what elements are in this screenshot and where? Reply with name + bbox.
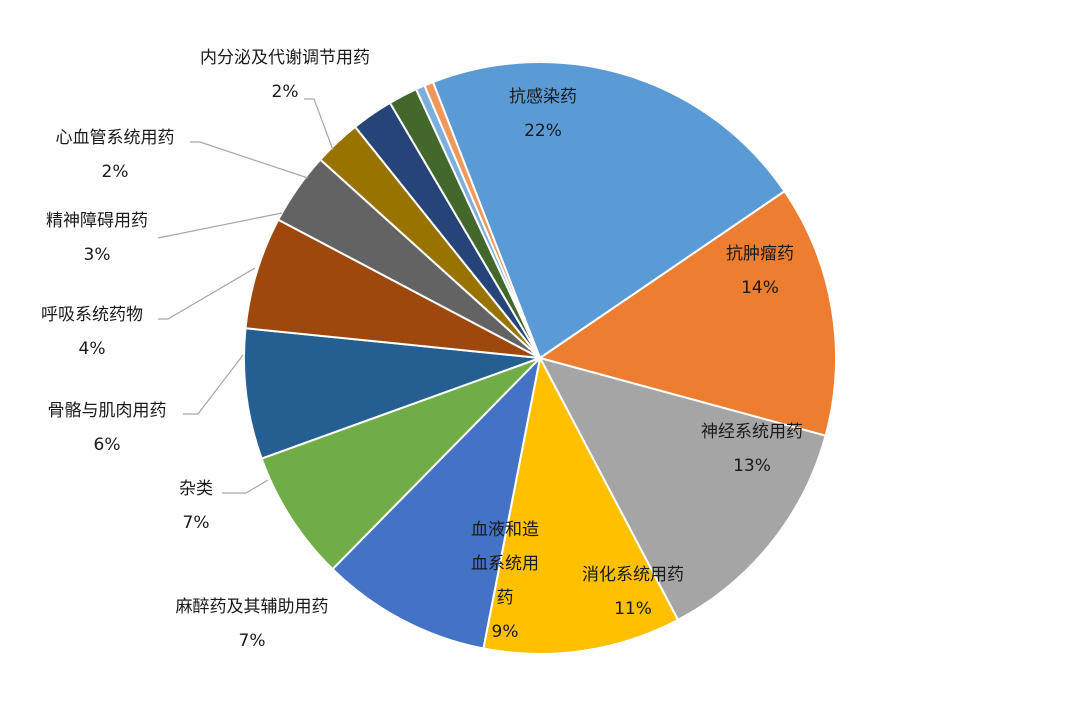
leader-line-7 bbox=[183, 354, 244, 415]
slice-percent-3: 11% bbox=[614, 599, 652, 619]
slice-percent-1: 14% bbox=[741, 278, 779, 298]
pie-slice-1 bbox=[537, 189, 837, 437]
slice-percent-2: 13% bbox=[733, 456, 771, 476]
slice-percent-10: 2% bbox=[102, 162, 129, 182]
slice-label-0: 抗感染药 bbox=[509, 87, 577, 107]
slice-label-10: 心血管系统用药 bbox=[56, 128, 175, 148]
slice-percent-7: 6% bbox=[94, 435, 121, 455]
slice-label-1: 抗肿瘤药 bbox=[726, 244, 794, 264]
slice-label-5: 麻醉药及其辅助用药 bbox=[176, 597, 329, 617]
pie-slice-0 bbox=[431, 61, 786, 360]
leader-line-6 bbox=[222, 479, 269, 494]
slice-label-9: 精神障碍用药 bbox=[46, 211, 148, 231]
pie-slice-6 bbox=[243, 327, 541, 460]
slice-percent-8: 4% bbox=[79, 339, 106, 359]
slice-labels: 抗感染药 22% 抗肿瘤药 14% 神经系统用药 13% 消化系统用药 11% 血液和造血系统用… bbox=[41, 48, 803, 651]
slice-label-6: 杂类 bbox=[179, 479, 213, 499]
leader-lines bbox=[157, 98, 334, 494]
leader-line-9 bbox=[157, 212, 283, 239]
slice-percent-0: 22% bbox=[524, 121, 562, 141]
slice-label-4-line-1: 血系统用 bbox=[471, 554, 539, 574]
slice-label-3: 消化系统用药 bbox=[582, 565, 684, 585]
leader-line-8 bbox=[158, 267, 256, 320]
slice-label-8: 呼吸系统药物 bbox=[41, 305, 143, 325]
leader-line-10 bbox=[190, 141, 309, 179]
pie-slice-2 bbox=[538, 356, 827, 622]
slice-label-11: 内分泌及代谢调节用药 bbox=[200, 48, 370, 68]
slice-label-2: 神经系统用药 bbox=[701, 422, 803, 442]
slice-label-4-line-0: 血液和造 bbox=[471, 520, 539, 540]
pie-slice-13 bbox=[423, 80, 541, 359]
pie-slices bbox=[243, 61, 837, 656]
slice-percent-5: 7% bbox=[239, 631, 266, 651]
pie-slice-3 bbox=[482, 355, 680, 656]
slice-label-7: 骨骼与肌肉用药 bbox=[48, 401, 167, 421]
slice-percent-11: 2% bbox=[272, 82, 299, 102]
pie-slice-4 bbox=[331, 354, 542, 650]
pie-slice-5 bbox=[260, 357, 541, 571]
slice-percent-9: 3% bbox=[84, 245, 111, 265]
slice-percent-6: 7% bbox=[183, 513, 210, 533]
slice-percent-4: 9% bbox=[492, 622, 519, 642]
slice-label-4-line-2: 药 bbox=[497, 588, 514, 608]
leader-line-11 bbox=[304, 98, 334, 151]
